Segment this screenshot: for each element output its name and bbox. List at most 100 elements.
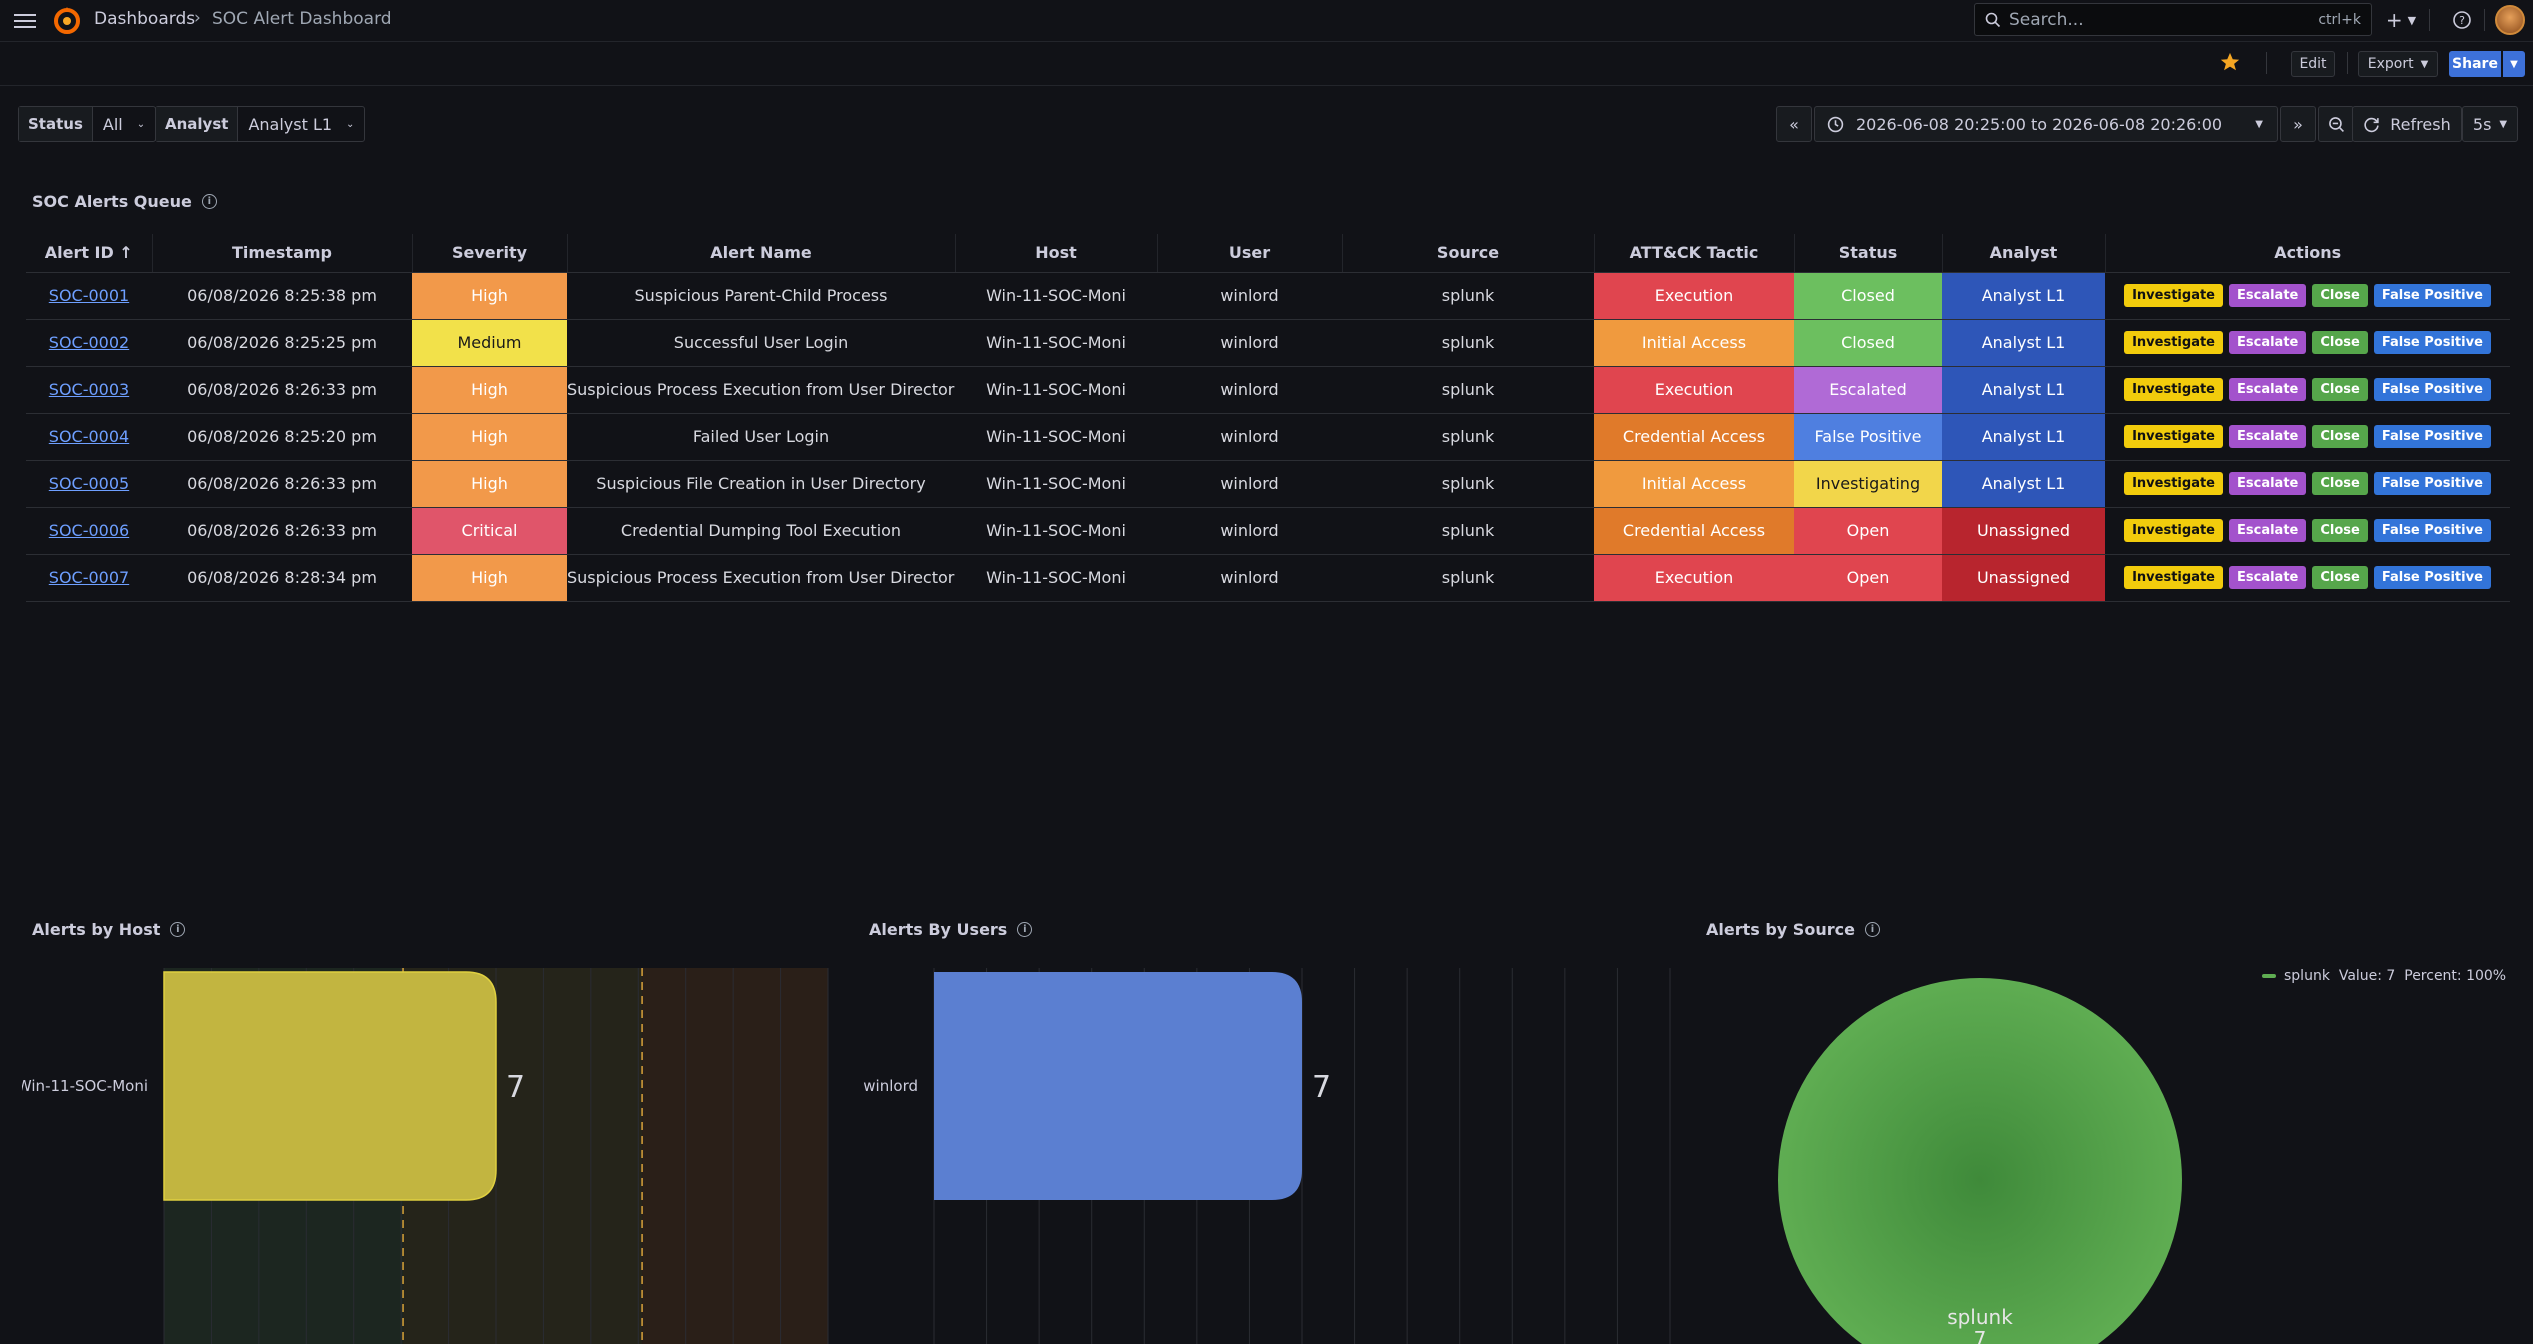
refresh-button[interactable]: Refresh (2352, 106, 2462, 142)
bar-category-label: Win-11-SOC-Moni (22, 1077, 148, 1095)
help-icon[interactable]: ? (2450, 8, 2474, 32)
cell-alert-id[interactable]: SOC-0006 (26, 507, 152, 555)
investigate-button[interactable]: Investigate (2124, 331, 2223, 354)
alert-id-link[interactable]: SOC-0007 (48, 568, 130, 587)
cell-tactic: Initial Access (1594, 460, 1794, 508)
close-button[interactable]: Close (2312, 566, 2368, 589)
alert-id-link[interactable]: SOC-0002 (48, 333, 130, 352)
false-positive-button[interactable]: False Positive (2373, 378, 2491, 401)
cell-host: Win-11-SOC-Moni (955, 272, 1157, 320)
escalate-button[interactable]: Escalate (2229, 331, 2307, 354)
escalate-button[interactable]: Escalate (2229, 519, 2307, 542)
column-header[interactable]: User (1157, 234, 1343, 273)
time-shift-back-button[interactable]: « (1776, 106, 1812, 142)
zoom-out-button[interactable] (2318, 106, 2354, 142)
investigate-button[interactable]: Investigate (2124, 519, 2223, 542)
svg-text:?: ? (2459, 14, 2465, 27)
alert-id-link[interactable]: SOC-0006 (48, 521, 130, 540)
close-button[interactable]: Close (2312, 425, 2368, 448)
share-button[interactable]: Share (2449, 51, 2501, 77)
add-new-button[interactable]: + ▼ (2380, 6, 2422, 34)
column-header[interactable]: ATT&CK Tactic (1594, 234, 1795, 273)
cell-alert-id[interactable]: SOC-0004 (26, 413, 152, 461)
column-header[interactable]: Timestamp (152, 234, 413, 273)
close-button[interactable]: Close (2312, 472, 2368, 495)
alert-id-link[interactable]: SOC-0004 (48, 427, 130, 446)
alert-id-link[interactable]: SOC-0001 (48, 286, 130, 305)
cell-alert-id[interactable]: SOC-0002 (26, 319, 152, 367)
time-shift-forward-button[interactable]: » (2280, 106, 2316, 142)
close-button[interactable]: Close (2312, 519, 2368, 542)
cell-alert-id[interactable]: SOC-0003 (26, 366, 152, 414)
close-button[interactable]: Close (2312, 284, 2368, 307)
cell-timestamp: 06/08/2026 8:25:20 pm (152, 413, 412, 461)
close-button[interactable]: Close (2312, 331, 2368, 354)
cell-actions: Investigate Escalate Close False Positive (2105, 507, 2510, 555)
column-header[interactable]: Actions (2105, 234, 2510, 273)
cell-analyst: Analyst L1 (1942, 366, 2105, 414)
panel-title-alerts-by-source: Alerts by Source i (1706, 920, 1880, 939)
search-input[interactable]: Search... ctrl+k (1974, 3, 2372, 36)
edit-button[interactable]: Edit (2291, 51, 2335, 77)
info-icon[interactable]: i (201, 194, 217, 209)
false-positive-button[interactable]: False Positive (2373, 472, 2491, 495)
escalate-button[interactable]: Escalate (2229, 425, 2307, 448)
status-variable-select[interactable]: All ⌄ (93, 107, 155, 141)
plus-icon: + (2385, 8, 2403, 32)
user-avatar[interactable] (2495, 5, 2525, 35)
investigate-button[interactable]: Investigate (2124, 425, 2223, 448)
investigate-button[interactable]: Investigate (2124, 566, 2223, 589)
false-positive-button[interactable]: False Positive (2373, 519, 2491, 542)
column-header[interactable]: Analyst (1942, 234, 2106, 273)
investigate-button[interactable]: Investigate (2124, 378, 2223, 401)
investigate-button[interactable]: Investigate (2124, 472, 2223, 495)
cell-source: splunk (1342, 460, 1594, 508)
column-header[interactable]: Status (1794, 234, 1943, 273)
star-icon[interactable] (2219, 51, 2243, 75)
escalate-button[interactable]: Escalate (2229, 566, 2307, 589)
refresh-interval-picker[interactable]: 5s ▼ (2462, 106, 2518, 142)
column-header[interactable]: Alert Name (567, 234, 956, 273)
cell-host: Win-11-SOC-Moni (955, 319, 1157, 367)
search-placeholder: Search... (2009, 9, 2084, 30)
analyst-variable-label: Analyst (156, 107, 239, 141)
info-icon[interactable]: i (1017, 922, 1033, 937)
pie-slice-value: 7 (1974, 1327, 1987, 1344)
grafana-logo-icon[interactable] (52, 6, 82, 36)
alert-id-link[interactable]: SOC-0005 (48, 474, 130, 493)
breadcrumb-separator: › (194, 8, 201, 28)
column-header[interactable]: Source (1342, 234, 1595, 273)
breadcrumb-dashboards[interactable]: Dashboards (94, 9, 196, 29)
escalate-button[interactable]: Escalate (2229, 284, 2307, 307)
false-positive-button[interactable]: False Positive (2373, 331, 2491, 354)
info-icon[interactable]: i (170, 922, 186, 937)
alert-id-link[interactable]: SOC-0003 (48, 380, 130, 399)
column-header[interactable]: Alert ID ↑ (26, 234, 153, 273)
analyst-variable-select[interactable]: Analyst L1 ⌄ (238, 107, 364, 141)
false-positive-button[interactable]: False Positive (2373, 425, 2491, 448)
cell-source: splunk (1342, 366, 1594, 414)
escalate-button[interactable]: Escalate (2229, 378, 2307, 401)
table-header-row: Alert ID ↑ Timestamp Severity Alert Name Hos… (26, 234, 2510, 273)
escalate-button[interactable]: Escalate (2229, 472, 2307, 495)
column-header[interactable]: Host (955, 234, 1158, 273)
false-positive-button[interactable]: False Positive (2373, 566, 2491, 589)
share-dropdown-button[interactable]: ▼ (2503, 51, 2525, 77)
investigate-button[interactable]: Investigate (2124, 284, 2223, 307)
cell-actions: Investigate Escalate Close False Positive (2105, 366, 2510, 414)
cell-alert-id[interactable]: SOC-0005 (26, 460, 152, 508)
analyst-variable[interactable]: Analyst Analyst L1 ⌄ (155, 106, 366, 142)
status-variable[interactable]: Status All ⌄ (18, 106, 157, 142)
cell-alert-name: Suspicious File Creation in User Directo… (567, 460, 955, 508)
time-range-picker[interactable]: 2026-06-08 20:25:00 to 2026-06-08 20:26:… (1814, 106, 2278, 142)
false-positive-button[interactable]: False Positive (2373, 284, 2491, 307)
cell-alert-id[interactable]: SOC-0001 (26, 272, 152, 320)
cell-alert-id[interactable]: SOC-0007 (26, 554, 152, 602)
double-chevron-left-icon: « (1789, 114, 1799, 134)
column-header[interactable]: Severity (412, 234, 568, 273)
menu-icon[interactable] (10, 8, 40, 34)
export-button[interactable]: Export ▼ (2358, 51, 2438, 77)
table-row: SOC-0007 06/08/2026 8:28:34 pm High Suspici… (26, 554, 2510, 602)
close-button[interactable]: Close (2312, 378, 2368, 401)
info-icon[interactable]: i (1864, 922, 1880, 937)
